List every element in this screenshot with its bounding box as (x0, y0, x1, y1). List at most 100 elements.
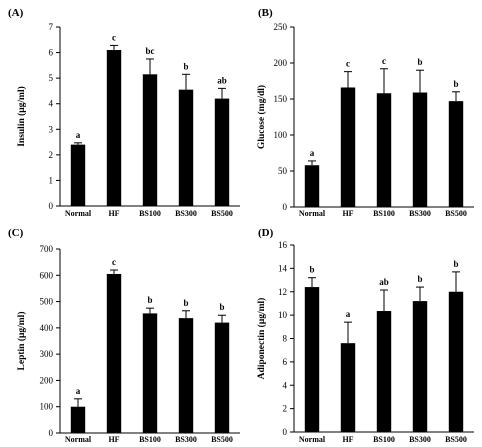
bar-bs300 (412, 92, 428, 207)
category-label: BS300 (175, 209, 197, 218)
category-label: BS300 (409, 209, 431, 218)
y-tick-label: 14 (278, 263, 288, 273)
bar-bs500 (214, 98, 230, 206)
category-label: Normal (299, 209, 326, 218)
chart-panel-4: (D) 0 2 4 6 8 10 12 14 16 Adiponectin (μg/ml) b Norm… (256, 227, 474, 444)
bar-bs500 (448, 291, 464, 432)
bar-bs500 (448, 101, 464, 207)
y-tick-label: 1 (49, 175, 54, 185)
bar-hf (340, 343, 356, 432)
category-label: BS500 (445, 435, 467, 444)
y-axis-title: Glucose (mg/dl) (256, 85, 267, 149)
category-label: BS500 (445, 209, 467, 218)
bar-bs300 (412, 301, 428, 432)
significance-label: ab (379, 277, 389, 287)
significance-label: a (76, 386, 81, 396)
significance-label: b (417, 274, 422, 284)
significance-label: a (76, 130, 81, 140)
significance-label: a (346, 309, 351, 319)
category-label: HF (342, 209, 353, 218)
significance-label: b (453, 79, 458, 89)
y-tick-label: 8 (283, 334, 288, 344)
bar-hf (106, 273, 122, 433)
y-tick-label: 4 (283, 380, 288, 390)
bar-bs500 (214, 322, 230, 433)
category-label: BS100 (139, 209, 161, 218)
y-tick-label: 400 (40, 323, 54, 333)
y-tick-label: 0 (283, 427, 288, 437)
y-tick-label: 3 (49, 124, 54, 134)
significance-label: b (417, 57, 422, 67)
category-label: BS100 (139, 435, 161, 444)
bar-hf (106, 50, 122, 207)
category-label: BS500 (211, 435, 233, 444)
y-axis-title: Insulin (μg/ml) (16, 86, 27, 147)
y-tick-label: 300 (40, 349, 54, 359)
y-tick-label: 2 (49, 150, 54, 160)
y-tick-label: 0 (49, 201, 54, 211)
category-label: Normal (65, 209, 92, 218)
significance-label: b (147, 295, 152, 305)
significance-label: c (112, 257, 116, 267)
significance-label: b (183, 61, 188, 71)
panel-label: (C) (8, 227, 24, 239)
category-label: HF (342, 435, 353, 444)
bar-normal (304, 165, 320, 207)
y-tick-label: 200 (40, 375, 54, 385)
y-axis-title: Adiponectin (μg/ml) (256, 298, 267, 380)
y-tick-label: 700 (40, 244, 54, 254)
significance-label: c (346, 59, 350, 69)
bar-bs100 (376, 311, 392, 432)
y-tick-label: 50 (278, 166, 288, 176)
y-tick-label: 0 (49, 428, 54, 438)
category-label: BS300 (175, 435, 197, 444)
y-tick-label: 150 (274, 94, 288, 104)
category-label: BS500 (211, 209, 233, 218)
bar-bs100 (376, 93, 392, 207)
chart-panel-1: (A) 0 1 2 3 4 5 6 7 Insulin (μg/ml) a Normal c HF bc BS… (8, 7, 240, 218)
significance-label: b (183, 298, 188, 308)
y-tick-label: 7 (49, 22, 54, 32)
bar-normal (70, 144, 86, 206)
significance-label: a (310, 148, 315, 158)
significance-label: c (382, 56, 386, 66)
y-tick-label: 500 (40, 297, 54, 307)
y-tick-label: 100 (274, 130, 288, 140)
category-label: HF (108, 435, 119, 444)
panel-label: (A) (8, 7, 24, 19)
category-label: BS300 (409, 435, 431, 444)
bar-bs100 (142, 74, 158, 206)
bar-hf (340, 87, 356, 207)
y-tick-label: 12 (278, 287, 287, 297)
bar-normal (304, 287, 320, 432)
y-tick-label: 600 (40, 270, 54, 280)
bar-bs100 (142, 313, 158, 433)
y-tick-label: 100 (40, 402, 54, 412)
y-tick-label: 200 (274, 58, 288, 68)
category-label: Normal (65, 435, 92, 444)
category-label: BS100 (373, 435, 395, 444)
bar-bs300 (178, 318, 194, 433)
y-tick-label: 250 (274, 22, 288, 32)
y-tick-label: 0 (283, 202, 288, 212)
category-label: HF (108, 209, 119, 218)
significance-label: b (309, 265, 314, 275)
bar-bs300 (178, 89, 194, 206)
bar-normal (70, 406, 86, 433)
significance-label: b (219, 302, 224, 312)
y-tick-label: 6 (283, 357, 288, 367)
significance-label: ab (217, 75, 227, 85)
significance-label: b (453, 259, 458, 269)
y-tick-label: 4 (49, 99, 54, 109)
significance-label: c (112, 32, 116, 42)
panel-label: (D) (258, 227, 274, 239)
y-tick-label: 2 (283, 404, 288, 414)
chart-panel-2: (B) 0 50 100 150 200 250 Glucose (mg/dl) a Normal… (256, 7, 474, 218)
chart-panel-3: (C) 0 100 200 300 400 500 600 700 Leptin (μg/ml) a… (8, 227, 240, 444)
y-tick-label: 10 (278, 310, 288, 320)
y-axis-title: Leptin (μg/ml) (16, 312, 27, 371)
category-label: BS100 (373, 209, 395, 218)
category-label: Normal (299, 435, 326, 444)
y-tick-label: 5 (49, 73, 54, 83)
